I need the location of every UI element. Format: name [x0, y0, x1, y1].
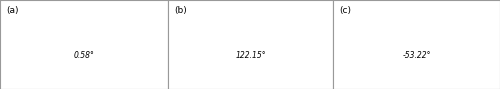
Text: (b): (b) — [174, 6, 188, 15]
Text: -53.22°: -53.22° — [402, 51, 431, 60]
Text: 122.15°: 122.15° — [235, 51, 266, 60]
Text: 0.58°: 0.58° — [74, 51, 94, 60]
Text: (c): (c) — [340, 6, 351, 15]
Text: (a): (a) — [6, 6, 19, 15]
